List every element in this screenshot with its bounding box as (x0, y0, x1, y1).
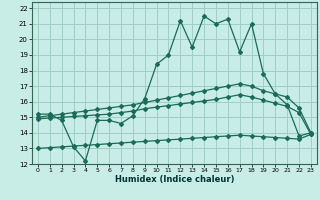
X-axis label: Humidex (Indice chaleur): Humidex (Indice chaleur) (115, 175, 234, 184)
